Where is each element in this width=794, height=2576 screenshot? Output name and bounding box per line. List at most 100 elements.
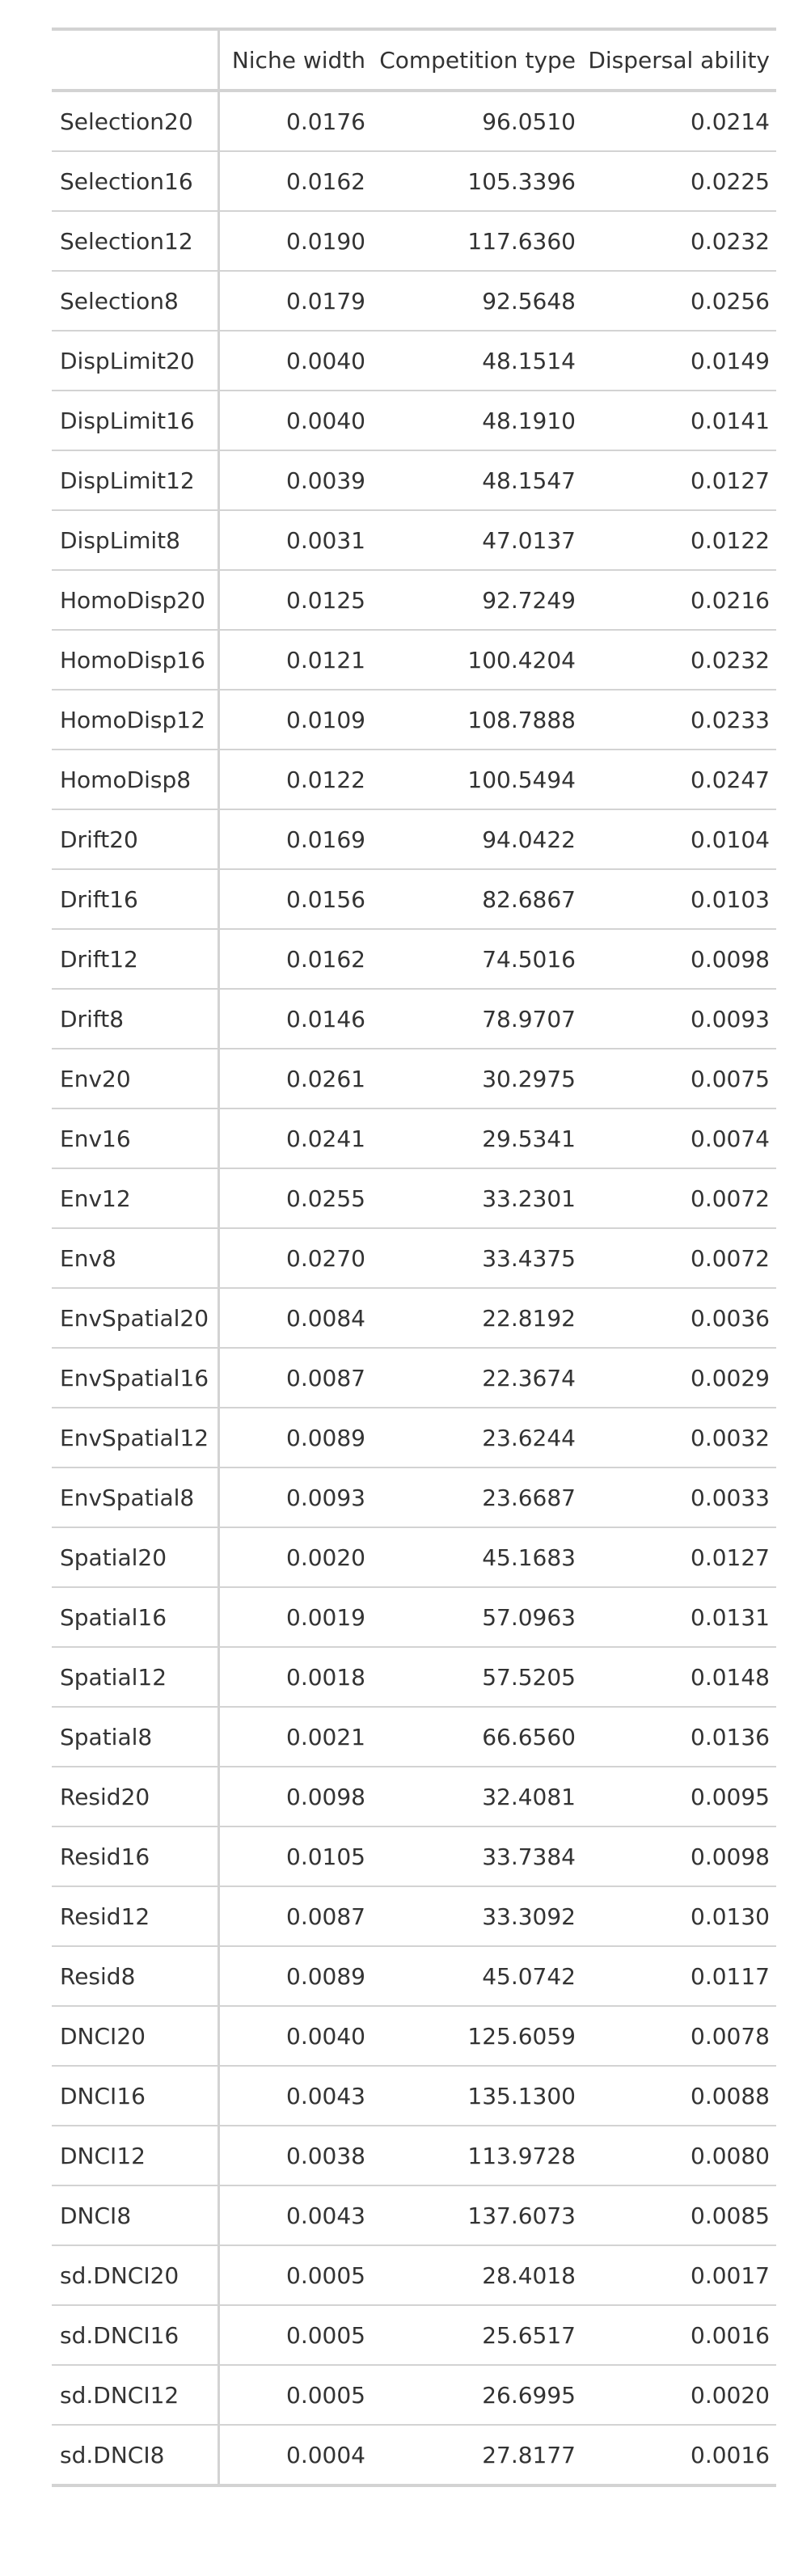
competition-type-cell: 28.4018: [372, 2244, 582, 2305]
row-label: Drift12: [52, 928, 220, 989]
table-row: Spatial8 0.0021 66.6560 0.0136: [52, 1706, 776, 1767]
niche-width-cell: 0.0098: [218, 1766, 372, 1826]
table-row: sd.DNCI8 0.0004 27.8177 0.0016: [52, 2424, 776, 2487]
niche-width-cell: 0.0039: [218, 450, 372, 510]
table-row: sd.DNCI16 0.0005 25.6517 0.0016: [52, 2304, 776, 2365]
competition-type-cell: 45.1683: [372, 1527, 582, 1587]
niche-width-cell: 0.0093: [218, 1467, 372, 1527]
niche-width-cell: 0.0043: [218, 2185, 372, 2245]
niche-width-cell: 0.0018: [218, 1646, 372, 1707]
table-row: DispLimit8 0.0031 47.0137 0.0122: [52, 509, 776, 570]
row-label: HomoDisp12: [52, 689, 220, 750]
niche-width-cell: 0.0019: [218, 1586, 372, 1647]
niche-width-cell: 0.0084: [218, 1287, 372, 1348]
niche-width-cell: 0.0040: [218, 2005, 372, 2066]
table-row: DispLimit12 0.0039 48.1547 0.0127: [52, 450, 776, 510]
niche-width-cell: 0.0169: [218, 809, 372, 869]
niche-width-cell: 0.0156: [218, 868, 372, 929]
table-row: HomoDisp16 0.0121 100.4204 0.0232: [52, 629, 776, 690]
row-label: sd.DNCI8: [52, 2424, 220, 2487]
row-label: Resid12: [52, 1886, 220, 1946]
dispersal-ability-cell: 0.0088: [582, 2065, 776, 2126]
niche-width-cell: 0.0179: [218, 270, 372, 331]
table-row: Resid12 0.0087 33.3092 0.0130: [52, 1886, 776, 1946]
competition-type-cell: 100.5494: [372, 749, 582, 809]
niche-width-cell: 0.0087: [218, 1347, 372, 1408]
table-row: Drift12 0.0162 74.5016 0.0098: [52, 928, 776, 989]
competition-type-cell: 45.0742: [372, 1945, 582, 2006]
table-row: DNCI16 0.0043 135.1300 0.0088: [52, 2065, 776, 2126]
niche-width-cell: 0.0255: [218, 1168, 372, 1228]
niche-width-cell: 0.0043: [218, 2065, 372, 2126]
dispersal-ability-cell: 0.0036: [582, 1287, 776, 1348]
row-label: EnvSpatial8: [52, 1467, 220, 1527]
niche-width-cell: 0.0146: [218, 988, 372, 1049]
dispersal-ability-cell: 0.0032: [582, 1407, 776, 1467]
row-label: Spatial8: [52, 1706, 220, 1767]
row-label: HomoDisp8: [52, 749, 220, 809]
dispersal-ability-cell: 0.0085: [582, 2185, 776, 2245]
column-header-competition-type: Competition type: [372, 27, 582, 92]
data-table: Niche width Competition type Dispersal a…: [52, 27, 776, 2487]
table-row: HomoDisp20 0.0125 92.7249 0.0216: [52, 569, 776, 630]
dispersal-ability-cell: 0.0098: [582, 1826, 776, 1886]
dispersal-ability-cell: 0.0122: [582, 509, 776, 570]
table-row: EnvSpatial16 0.0087 22.3674 0.0029: [52, 1347, 776, 1408]
dispersal-ability-cell: 0.0233: [582, 689, 776, 750]
dispersal-ability-cell: 0.0256: [582, 270, 776, 331]
row-label: Spatial20: [52, 1527, 220, 1587]
dispersal-ability-cell: 0.0016: [582, 2304, 776, 2365]
niche-width-cell: 0.0270: [218, 1227, 372, 1288]
row-label: Selection16: [52, 150, 220, 211]
table-row: Selection20 0.0176 96.0510 0.0214: [52, 91, 776, 151]
dispersal-ability-cell: 0.0247: [582, 749, 776, 809]
niche-width-cell: 0.0105: [218, 1826, 372, 1886]
niche-width-cell: 0.0087: [218, 1886, 372, 1946]
dispersal-ability-cell: 0.0104: [582, 809, 776, 869]
niche-width-cell: 0.0020: [218, 1527, 372, 1587]
table-row: EnvSpatial20 0.0084 22.8192 0.0036: [52, 1287, 776, 1348]
row-label: Selection12: [52, 210, 220, 271]
row-label: Env8: [52, 1227, 220, 1288]
competition-type-cell: 57.0963: [372, 1586, 582, 1647]
dispersal-ability-cell: 0.0136: [582, 1706, 776, 1767]
competition-type-cell: 135.1300: [372, 2065, 582, 2126]
niche-width-cell: 0.0005: [218, 2244, 372, 2305]
table-row: Spatial20 0.0020 45.1683 0.0127: [52, 1527, 776, 1587]
competition-type-cell: 94.0422: [372, 809, 582, 869]
dispersal-ability-cell: 0.0131: [582, 1586, 776, 1647]
niche-width-cell: 0.0040: [218, 330, 372, 391]
dispersal-ability-cell: 0.0127: [582, 450, 776, 510]
column-header-niche-width: Niche width: [218, 27, 372, 92]
niche-width-cell: 0.0162: [218, 928, 372, 989]
row-label: Env12: [52, 1168, 220, 1228]
niche-width-cell: 0.0261: [218, 1048, 372, 1109]
competition-type-cell: 48.1910: [372, 390, 582, 450]
table-row: Spatial16 0.0019 57.0963 0.0131: [52, 1586, 776, 1647]
niche-width-cell: 0.0190: [218, 210, 372, 271]
competition-type-cell: 66.6560: [372, 1706, 582, 1767]
row-label: sd.DNCI16: [52, 2304, 220, 2365]
niche-width-cell: 0.0040: [218, 390, 372, 450]
row-label: Env16: [52, 1108, 220, 1168]
dispersal-ability-cell: 0.0103: [582, 868, 776, 929]
niche-width-cell: 0.0005: [218, 2364, 372, 2425]
competition-type-cell: 29.5341: [372, 1108, 582, 1168]
niche-width-cell: 0.0176: [286, 108, 365, 135]
niche-width-cell: 0.0121: [218, 629, 372, 690]
competition-type-cell: 22.3674: [372, 1347, 582, 1408]
table-row: DispLimit20 0.0040 48.1514 0.0149: [52, 330, 776, 391]
row-label: HomoDisp20: [52, 569, 220, 630]
row-label: Drift20: [52, 809, 220, 869]
niche-width-cell: 0.0038: [218, 2125, 372, 2185]
competition-type-cell: 32.4081: [372, 1766, 582, 1826]
competition-type-cell: 74.5016: [372, 928, 582, 989]
dispersal-ability-cell: 0.0078: [582, 2005, 776, 2066]
dispersal-ability-cell: 0.0095: [582, 1766, 776, 1826]
row-label: Drift16: [52, 868, 220, 929]
table-row: EnvSpatial12 0.0089 23.6244 0.0032: [52, 1407, 776, 1467]
competition-type-cell: 47.0137: [372, 509, 582, 570]
dispersal-ability-cell: 0.0080: [582, 2125, 776, 2185]
stub-header: [52, 27, 220, 92]
dispersal-ability-cell: 0.0016: [582, 2424, 776, 2487]
